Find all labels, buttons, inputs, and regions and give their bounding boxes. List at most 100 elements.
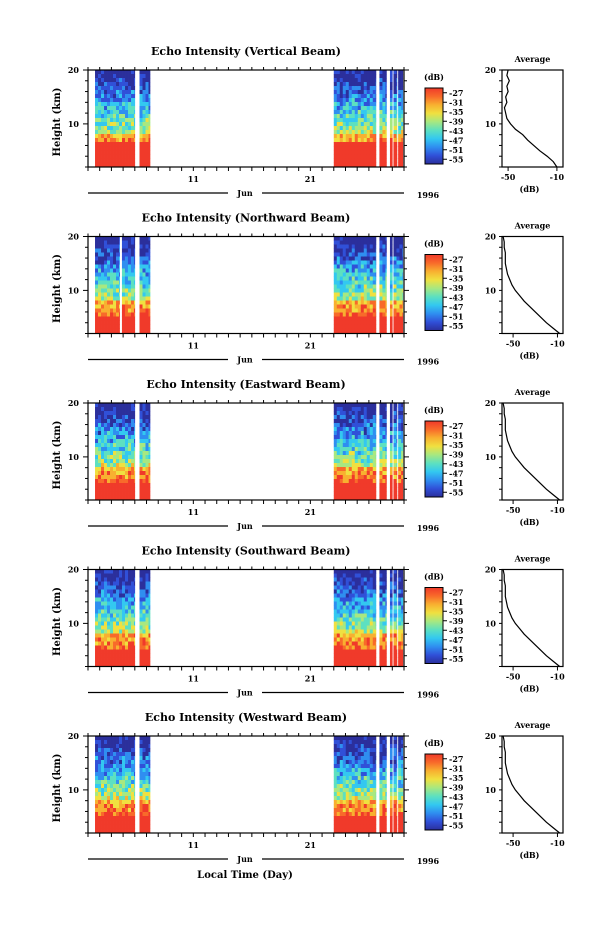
heatmap-cell <box>336 605 341 610</box>
heatmap-cell <box>119 102 123 107</box>
heatmap-cell <box>107 780 111 785</box>
heatmap-cell <box>333 296 338 301</box>
heatmap-cell <box>348 601 353 606</box>
heatmap-cell <box>145 260 149 265</box>
heatmap-cell <box>366 581 371 586</box>
heatmap-cell <box>121 328 126 333</box>
heatmap-cell <box>133 288 136 293</box>
heatmap-cell <box>372 593 377 598</box>
heatmap-cell <box>389 585 393 590</box>
heatmap-cell <box>348 162 353 167</box>
heatmap-cell <box>104 264 108 269</box>
heatmap-cell <box>354 423 359 428</box>
heatmap-cell <box>401 573 404 578</box>
heatmap-cell <box>134 569 136 574</box>
heatmap-cell <box>134 134 136 139</box>
heatmap-cell <box>125 796 129 801</box>
heatmap-cell <box>385 649 387 654</box>
heatmap-cell <box>101 411 105 416</box>
heatmap-cell <box>113 657 117 662</box>
heatmap-cell <box>134 74 136 79</box>
heatmap-cell <box>342 280 347 285</box>
heatmap-cell <box>398 593 402 598</box>
heatmap-cell <box>357 98 362 103</box>
heatmap-cell <box>396 455 398 460</box>
heatmap-cell <box>382 601 386 606</box>
heatmap-cell <box>139 407 143 412</box>
heatmap-cell <box>131 792 135 797</box>
heatmap-cell <box>128 828 132 833</box>
heatmap-cell <box>119 760 123 765</box>
heatmap-cell <box>116 800 120 805</box>
heatmap-cell <box>131 495 135 500</box>
heatmap-cell <box>342 455 347 460</box>
heatmap-cell <box>366 455 371 460</box>
heatmap-cell <box>382 292 386 297</box>
heatmap-cell <box>98 748 102 753</box>
heatmap-cell <box>113 597 117 602</box>
heatmap-cell <box>101 316 105 321</box>
heatmap-cell <box>124 276 129 281</box>
heatmap-cell <box>401 142 404 147</box>
heatmap-cell <box>339 451 344 456</box>
heatmap-cell <box>95 320 99 325</box>
heatmap-cell <box>127 256 132 261</box>
heatmap-cell <box>116 463 120 468</box>
heatmap-cell <box>110 491 114 496</box>
heatmap-cell <box>389 593 393 598</box>
heatmap-cell <box>357 447 362 452</box>
heatmap-cell <box>104 768 108 773</box>
heatmap-cell <box>351 90 356 95</box>
heatmap-cell <box>110 483 114 488</box>
heatmap-cell <box>107 597 111 602</box>
heatmap-cell <box>369 114 374 119</box>
heatmap-cell <box>119 653 123 658</box>
heatmap-cell <box>121 236 126 241</box>
heatmap-cell <box>104 244 108 249</box>
heatmap-cell <box>372 300 377 305</box>
heatmap-cell <box>131 581 135 586</box>
heatmap-cell <box>113 154 117 159</box>
heatmap-cell <box>134 415 136 420</box>
heatmap-cell <box>398 585 402 590</box>
heatmap-cells <box>95 736 404 834</box>
heatmap-cell <box>348 320 353 325</box>
heatmap-cell <box>333 308 338 313</box>
heatmap-cell <box>121 260 126 265</box>
heatmap-cell <box>393 272 397 277</box>
heatmap-cell <box>385 637 387 642</box>
heatmap-cell <box>399 280 403 285</box>
heatmap-cell <box>110 577 114 582</box>
heatmap-cell <box>354 320 359 325</box>
heatmap-cell <box>122 784 126 789</box>
heatmap-cell <box>345 585 350 590</box>
heatmap-cell <box>333 407 338 412</box>
heatmap-cell <box>139 467 143 472</box>
heatmap-cell <box>107 800 111 805</box>
heatmap-cell <box>125 491 129 496</box>
heatmap-cell <box>95 86 99 91</box>
heatmap-cell <box>401 98 404 103</box>
heatmap-cell <box>145 491 149 496</box>
heatmap-cell <box>396 649 398 654</box>
heatmap-cell <box>116 320 120 325</box>
heatmap-cell <box>116 744 120 749</box>
heatmap-cell <box>393 491 397 496</box>
heatmap-cell <box>399 244 403 249</box>
heatmap-cell <box>351 122 356 127</box>
heatmap-cell <box>382 162 386 167</box>
heatmap-cell <box>104 296 108 301</box>
heatmap-cell <box>119 122 123 127</box>
heatmap-cell <box>342 649 347 654</box>
heatmap-cell <box>139 110 143 115</box>
heatmap-cell <box>113 780 117 785</box>
heatmap-cell <box>360 455 365 460</box>
heatmap-cell <box>342 459 347 464</box>
heatmap-cell <box>119 423 123 428</box>
heatmap-cell <box>107 439 111 444</box>
heatmap-cell <box>348 304 353 309</box>
heatmap-cell <box>107 475 111 480</box>
heatmap-cell <box>369 657 374 662</box>
heatmap-cell <box>130 316 135 321</box>
heatmap-cell <box>148 320 151 325</box>
